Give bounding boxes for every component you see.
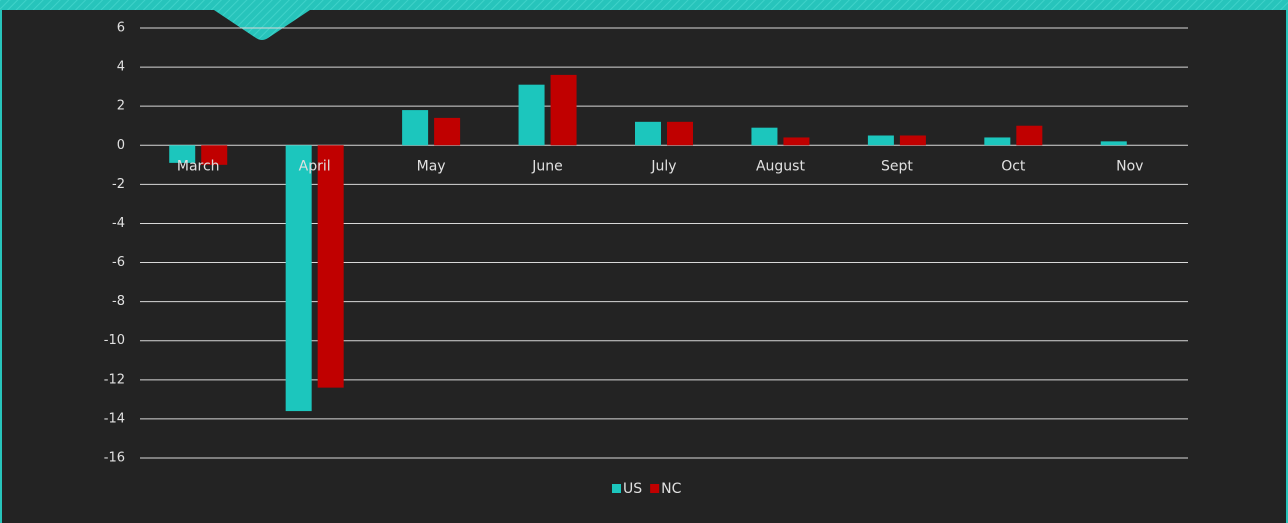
bar <box>317 145 344 388</box>
top-banner <box>0 0 1288 40</box>
y-tick-label: -14 <box>104 411 125 426</box>
legend-swatch <box>612 484 621 493</box>
bar <box>169 145 196 163</box>
y-tick-label: -4 <box>112 216 125 231</box>
x-tick-label: April <box>299 158 331 174</box>
bar <box>1016 125 1043 146</box>
y-tick-label: 6 <box>117 21 125 36</box>
x-tick-label: June <box>531 158 563 174</box>
bar <box>899 135 926 146</box>
bar <box>1100 141 1127 146</box>
y-tick-label: -16 <box>104 451 125 466</box>
x-tick-label: August <box>756 158 806 174</box>
x-tick-label: Sept <box>881 158 913 174</box>
bar <box>434 117 461 146</box>
bar <box>285 145 312 412</box>
bar <box>751 127 778 146</box>
y-tick-label: 4 <box>117 60 125 75</box>
y-tick-label: -8 <box>112 294 125 309</box>
legend-label: NC <box>661 481 681 497</box>
legend-label: US <box>623 481 642 497</box>
y-tick-label: -6 <box>112 255 125 270</box>
bar <box>783 137 810 146</box>
bar <box>518 84 545 146</box>
right-border <box>1286 0 1288 523</box>
y-tick-label: -2 <box>112 177 125 192</box>
y-tick-label: -12 <box>104 372 125 387</box>
x-tick-label: Nov <box>1116 158 1143 174</box>
bar <box>550 74 577 146</box>
x-tick-label: May <box>417 158 446 174</box>
bar <box>867 135 894 146</box>
left-border <box>0 0 2 523</box>
y-tick-label: 2 <box>117 99 125 114</box>
legend-swatch <box>650 484 660 493</box>
bar <box>635 121 661 146</box>
bar <box>984 137 1011 146</box>
y-tick-label: -10 <box>104 333 125 348</box>
x-tick-label: March <box>177 158 220 174</box>
x-tick-label: July <box>650 158 676 174</box>
x-tick-label: Oct <box>1001 158 1026 174</box>
y-tick-label: 0 <box>117 138 125 153</box>
bar <box>201 145 228 165</box>
bar <box>667 121 693 146</box>
bar <box>402 110 429 146</box>
